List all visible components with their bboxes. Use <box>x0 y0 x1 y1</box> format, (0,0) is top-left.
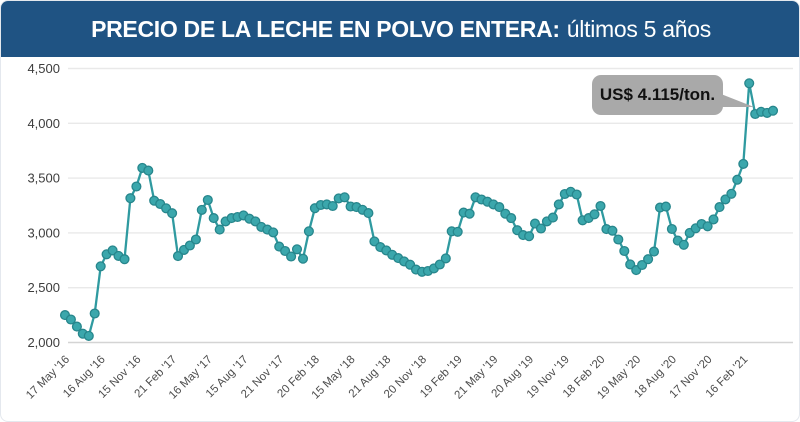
data-point-marker <box>119 254 130 265</box>
callout-tail-shape <box>721 94 754 107</box>
data-point-marker <box>286 251 297 262</box>
data-point-marker <box>434 259 445 270</box>
y-gridlines <box>68 67 793 344</box>
data-point-marker <box>440 253 451 264</box>
data-point-marker <box>547 212 558 223</box>
y-axis-label: 2,000 <box>27 335 60 350</box>
data-point-marker <box>506 213 517 224</box>
data-point-marker <box>643 254 654 265</box>
data-point-marker <box>619 245 630 257</box>
data-point-marker <box>208 213 219 224</box>
data-point-marker <box>202 194 213 206</box>
data-point-marker <box>637 259 648 271</box>
data-point-marker <box>291 244 303 255</box>
y-axis-label: 4,500 <box>27 61 60 76</box>
data-point-marker <box>595 200 606 212</box>
data-point-marker <box>172 251 184 262</box>
data-point-marker <box>452 226 463 237</box>
price-callout: US$ 4.115/ton. <box>592 75 754 115</box>
data-point-marker <box>268 227 279 238</box>
data-point-marker <box>666 223 677 235</box>
data-point-marker <box>327 200 338 212</box>
data-point-marker <box>184 240 195 251</box>
data-point-marker <box>571 189 582 200</box>
data-point-marker <box>702 221 713 232</box>
data-point-marker <box>89 308 100 319</box>
callout-tail-icon <box>721 94 754 107</box>
data-point-marker <box>625 259 636 270</box>
data-point-marker <box>553 199 564 210</box>
data-point-marker <box>65 314 76 325</box>
chart-title-light: últimos 5 años <box>566 15 711 42</box>
data-point-marker <box>720 194 731 205</box>
data-point-marker <box>125 193 136 204</box>
data-point-marker <box>363 208 374 219</box>
data-point-marker <box>303 226 314 237</box>
callout-label: US$ 4.115/ton. <box>599 85 716 104</box>
y-axis-labels: 2,000 2,500 3,000 3,500 4,000 4,500 <box>27 61 60 350</box>
y-axis-label: 2,500 <box>27 280 60 295</box>
data-point-marker <box>71 321 82 332</box>
y-axis-label: 3,500 <box>27 171 60 186</box>
data-point-marker <box>738 158 749 169</box>
data-point-marker <box>524 231 535 242</box>
data-point-marker <box>339 192 350 203</box>
data-point-marker <box>131 181 142 192</box>
data-point-marker <box>767 105 779 116</box>
data-point-marker <box>95 261 106 272</box>
data-point-marker <box>535 223 547 234</box>
chart-title-bold: PRECIO DE LA LECHE EN POLVO ENTERA: <box>91 15 560 42</box>
data-point-marker <box>83 330 94 341</box>
data-point-marker <box>744 78 755 89</box>
data-point-marker <box>589 209 600 220</box>
data-point-marker <box>732 174 743 185</box>
data-point-marker <box>726 188 737 199</box>
title-bar: PRECIO DE LA LECHE EN POLVO ENTERA: últi… <box>1 1 799 57</box>
data-point-marker <box>607 225 618 236</box>
data-point-marker <box>660 201 671 212</box>
data-point-markers <box>59 78 779 341</box>
data-point-marker <box>464 208 475 219</box>
data-point-marker <box>196 204 207 215</box>
data-point-marker <box>167 208 178 219</box>
y-axis-label: 4,000 <box>27 116 60 131</box>
data-point-marker <box>708 214 719 225</box>
data-point-marker <box>613 234 624 245</box>
data-point-marker <box>678 239 689 250</box>
data-point-marker <box>648 246 660 257</box>
data-point-marker <box>297 253 309 264</box>
data-point-marker <box>369 236 380 247</box>
data-point-marker <box>714 202 725 213</box>
data-point-marker <box>494 202 505 213</box>
data-point-marker <box>143 165 154 176</box>
data-point-marker <box>190 234 201 245</box>
data-point-marker <box>214 224 225 235</box>
y-axis-label: 3,000 <box>27 225 60 240</box>
chart-svg: 2,000 2,500 3,000 3,500 4,000 4,500 17 May '16… <box>24 61 793 402</box>
